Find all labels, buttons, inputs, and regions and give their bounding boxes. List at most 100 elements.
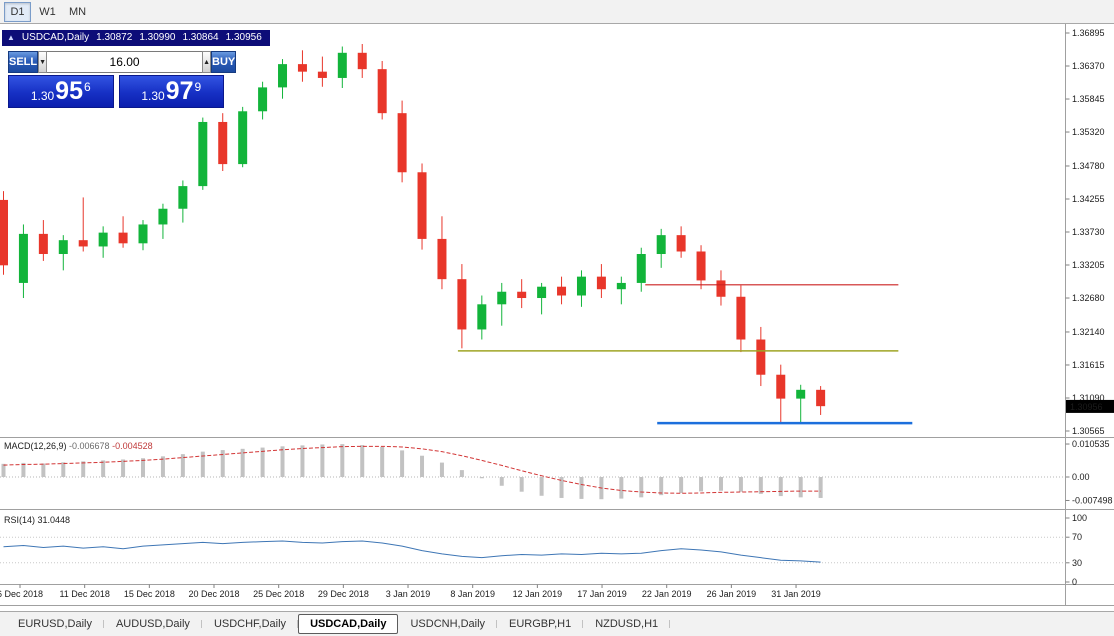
macd-histogram-bar — [61, 462, 66, 477]
macd-histogram-bar — [41, 463, 46, 477]
sell-button[interactable]: SELL — [8, 51, 39, 73]
svg-text:11 Dec 2018: 11 Dec 2018 — [59, 589, 109, 599]
trendline-objects[interactable] — [457, 284, 913, 425]
macd-histogram-bar — [220, 450, 225, 477]
buy-price-display[interactable]: 1.30 97 9 — [118, 75, 224, 108]
svg-text:1.33205: 1.33205 — [1072, 260, 1105, 270]
price-axis[interactable]: 1.36895 1.36370 1.35845 1.35320 1.34780 1.342… — [1065, 28, 1105, 436]
ohlc-low: 1.30864 — [182, 32, 219, 43]
rsi-panel: 100 70 30 0 RSI(14) 31.0448 — [0, 513, 1087, 587]
buy-price-pipette: 9 — [194, 79, 202, 94]
macd-histogram-bar — [519, 477, 524, 492]
timeframe-d1[interactable]: D1 — [4, 1, 31, 22]
volume-input[interactable] — [47, 51, 203, 73]
chart-symbol-label: USDCAD,Daily — [21, 32, 90, 43]
macd-histogram-bar — [479, 477, 484, 479]
chart-canvas[interactable]: 1.36895 1.36370 1.35845 1.35320 1.34780 1.342… — [0, 0, 1114, 606]
macd-histogram-bar — [459, 470, 464, 477]
macd-histogram-bar — [758, 477, 763, 494]
macd-histogram-bar — [320, 444, 325, 477]
macd-histogram-bar — [260, 447, 265, 477]
svg-text:17 Jan 2019: 17 Jan 2019 — [577, 589, 627, 599]
tab-eurgbp-h1[interactable]: EURGBP,H1 — [497, 615, 584, 633]
tab-usdcad-daily[interactable]: USDCAD,Daily — [298, 614, 399, 634]
tab-usdchf-daily[interactable]: USDCHF,Daily — [202, 615, 299, 633]
tab-audusd-daily[interactable]: AUDUSD,Daily — [104, 615, 202, 633]
svg-text:1.30565: 1.30565 — [1072, 426, 1105, 436]
svg-text:25 Dec 2018: 25 Dec 2018 — [253, 589, 304, 599]
ohlc-open: 1.30872 — [96, 32, 133, 43]
svg-text:100: 100 — [1072, 513, 1087, 523]
macd-histogram-bar — [1, 463, 6, 477]
macd-histogram-bar — [579, 477, 584, 499]
macd-histogram-bar — [659, 477, 664, 496]
panel-separators — [0, 24, 1114, 606]
svg-text:31 Jan 2019: 31 Jan 2019 — [771, 589, 821, 599]
svg-text:20 Dec 2018: 20 Dec 2018 — [188, 589, 239, 599]
macd-histogram-bar — [499, 477, 504, 486]
buy-button[interactable]: BUY — [211, 51, 237, 73]
macd-histogram-bar — [300, 445, 305, 477]
svg-text:1.35845: 1.35845 — [1072, 94, 1105, 104]
sell-price-pips: 95 — [55, 77, 83, 105]
macd-histogram-bar — [639, 477, 644, 498]
svg-text:22 Jan 2019: 22 Jan 2019 — [642, 589, 692, 599]
tab-eurusd-daily[interactable]: EURUSD,Daily — [6, 615, 104, 633]
svg-text:12 Jan 2019: 12 Jan 2019 — [513, 589, 563, 599]
candlestick-series — [0, 44, 826, 424]
macd-histogram-bar — [280, 446, 285, 477]
svg-text:0.010535: 0.010535 — [1072, 439, 1110, 449]
macd-histogram-bar — [420, 455, 425, 477]
macd-histogram-bar — [718, 477, 723, 491]
svg-text:1.34255: 1.34255 — [1072, 194, 1105, 204]
volume-spin-up-button[interactable]: ▲ — [202, 51, 211, 73]
macd-histogram-bar — [200, 451, 205, 477]
macd-histogram-bar — [439, 462, 444, 477]
timeframe-mn[interactable]: MN — [68, 5, 87, 18]
chevron-down-icon: ▼ — [39, 58, 47, 66]
macd-histogram-bar — [81, 461, 86, 477]
svg-text:30: 30 — [1072, 558, 1082, 568]
rsi-label: RSI(14) 31.0448 — [4, 515, 70, 525]
macd-histogram-bar — [539, 477, 544, 496]
macd-signal-line — [3, 445, 821, 494]
svg-text:1.31615: 1.31615 — [1072, 360, 1105, 370]
macd-histogram-bar — [380, 446, 385, 477]
svg-text:15 Dec 2018: 15 Dec 2018 — [124, 589, 175, 599]
svg-text:3 Jan 2019: 3 Jan 2019 — [386, 589, 431, 599]
chart-tab-bar: EURUSD,Daily AUDUSD,Daily USDCHF,Daily USDC… — [0, 611, 1114, 636]
tab-nzdusd-h1[interactable]: NZDUSD,H1 — [583, 615, 671, 633]
time-axis[interactable]: 6 Dec 2018 11 Dec 2018 15 Dec 2018 20 Dec 2… — [0, 584, 821, 600]
timeframe-w1[interactable]: W1 — [39, 5, 56, 18]
tab-usdcnh-daily[interactable]: USDCNH,Daily — [398, 615, 497, 633]
macd-histogram-bar — [340, 444, 345, 477]
macd-histogram-bar — [240, 448, 245, 477]
macd-histogram-bar — [699, 477, 704, 492]
svg-text:8 Jan 2019: 8 Jan 2019 — [450, 589, 495, 599]
macd-histogram-bar — [160, 456, 165, 477]
svg-text:1.33730: 1.33730 — [1072, 227, 1105, 237]
sell-price-display[interactable]: 1.30 95 6 — [8, 75, 114, 108]
svg-text:26 Jan 2019: 26 Jan 2019 — [707, 589, 757, 599]
macd-panel: 0.010535 0.00 -0.007498 MACD(12,26,9) -0.00… — [0, 439, 1113, 505]
one-click-trading-panel: SELL ▼ ▲ BUY 1.30 95 6 1.30 97 9 — [8, 51, 237, 108]
svg-text:1.30956: 1.30956 — [1070, 402, 1103, 412]
macd-histogram-bar — [141, 458, 146, 477]
sell-price-pipette: 6 — [83, 79, 91, 94]
ohlc-close: 1.30956 — [225, 32, 262, 43]
buy-price-big-figure: 1.30 — [141, 88, 165, 103]
svg-text:1.31090: 1.31090 — [1072, 393, 1105, 403]
rsi-line — [3, 540, 821, 563]
macd-histogram-bar — [21, 462, 26, 477]
svg-text:70: 70 — [1072, 532, 1082, 542]
svg-text:0: 0 — [1072, 577, 1077, 587]
macd-histogram-bar — [818, 477, 823, 498]
chevron-up-icon: ▲ — [203, 58, 210, 66]
svg-text:0.00: 0.00 — [1072, 472, 1090, 482]
volume-spin-down-button[interactable]: ▼ — [38, 51, 48, 73]
macd-histogram-bar — [798, 477, 803, 498]
macd-histogram-bar — [679, 477, 684, 493]
svg-text:1.34780: 1.34780 — [1072, 161, 1105, 171]
macd-histogram-bar — [778, 477, 783, 497]
